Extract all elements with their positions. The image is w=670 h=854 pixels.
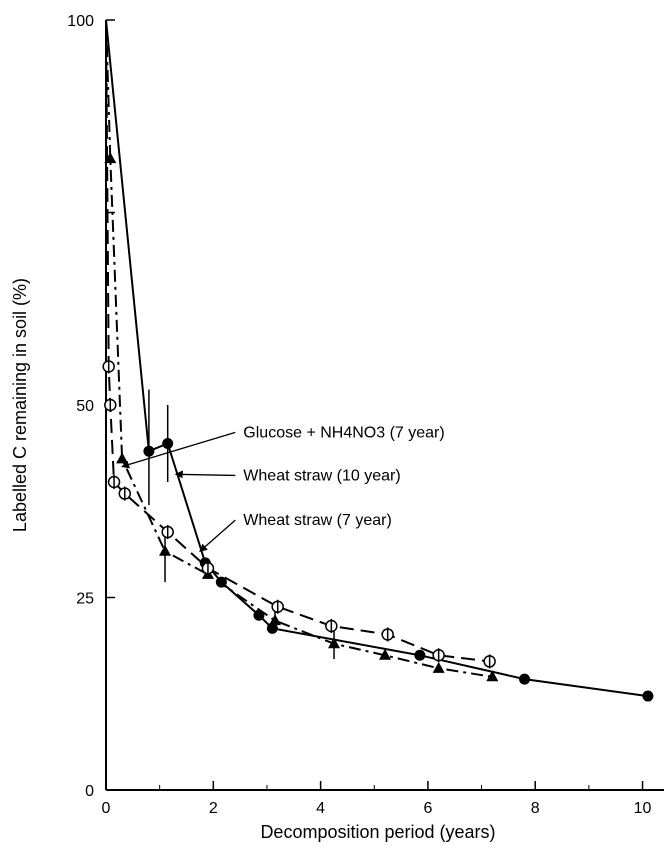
data-point [379,648,391,660]
data-point [486,670,499,682]
data-point [328,637,341,649]
y-tick-label: 25 [76,591,94,608]
annotation-arrow [199,519,236,552]
annotation-arrow [121,431,236,469]
data-point [325,618,338,633]
y-axis-title: Labelled C remaining in soil (%) [10,278,30,532]
series-line [105,19,649,698]
data-point [159,544,172,556]
axes [105,20,664,791]
y-tick-label: 0 [85,783,94,800]
series-line [105,19,493,678]
data-point [432,648,445,663]
data-point [483,654,496,669]
annotations: Glucose + NH4NO3 (7 year) Wheat straw (10… [121,424,445,552]
data-point [102,359,115,374]
data-point [104,398,117,412]
data-point [104,152,117,164]
x-axis-title: Decomposition period (years) [260,822,495,842]
data-point [116,452,129,464]
data-point [414,649,426,661]
x-tick-label: 0 [102,800,111,817]
data-point [266,622,278,634]
data-point [253,609,265,621]
data-point [162,438,174,449]
x-tick-label: 2 [209,800,218,817]
y-tick-label: 50 [76,398,94,415]
x-tick-label: 8 [531,800,540,817]
x-tick-label: 4 [316,800,325,817]
x-tick-label: 6 [423,800,432,817]
y-tick-label: 100 [67,13,94,30]
data-point [201,561,215,576]
series-markers [102,152,654,702]
data-point [642,690,654,702]
annotation-arrow [174,470,236,479]
data-point [107,475,121,489]
data-point [432,661,445,673]
data-point [269,614,282,626]
data-point [215,576,227,588]
data-point [381,627,394,642]
x-tick-label: 10 [634,800,652,817]
data-point [161,525,174,540]
annotation-label: Wheat straw (10 year) [243,467,400,484]
annotation-label: Wheat straw (7 year) [243,512,391,529]
annotation-label: Glucose + NH4NO3 (7 year) [243,424,444,441]
series-line [105,19,490,663]
data-point [271,599,284,614]
data-point [118,486,132,501]
data-point [519,673,530,685]
series-lines [105,19,649,698]
data-point [143,445,155,457]
